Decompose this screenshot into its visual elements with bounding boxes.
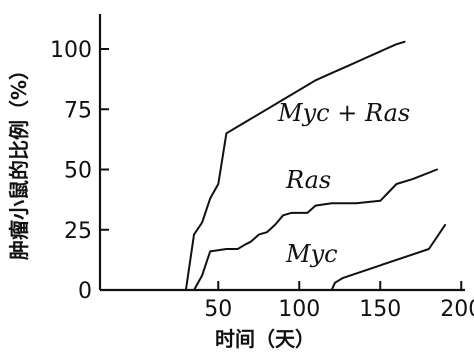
y-tick-label: 0 <box>78 279 92 304</box>
y-tick-label: 75 <box>64 98 92 123</box>
series-label: Ras <box>285 166 331 194</box>
y-tick-label: 100 <box>50 38 92 63</box>
series-label: Myc + Ras <box>277 99 410 127</box>
series-label: Myc <box>285 240 338 268</box>
y-tick-label: 50 <box>64 159 92 184</box>
x-tick-label: 50 <box>204 297 232 322</box>
x-tick-label: 150 <box>359 297 401 322</box>
series-line-myc <box>332 225 445 290</box>
y-tick-label: 25 <box>64 219 92 244</box>
y-axis-title: 肿瘤小鼠的比例（%） <box>7 60 31 260</box>
x-axis-title: 时间（天） <box>215 327 315 351</box>
x-tick-label: 100 <box>278 297 320 322</box>
x-tick-label: 200 <box>440 297 474 322</box>
